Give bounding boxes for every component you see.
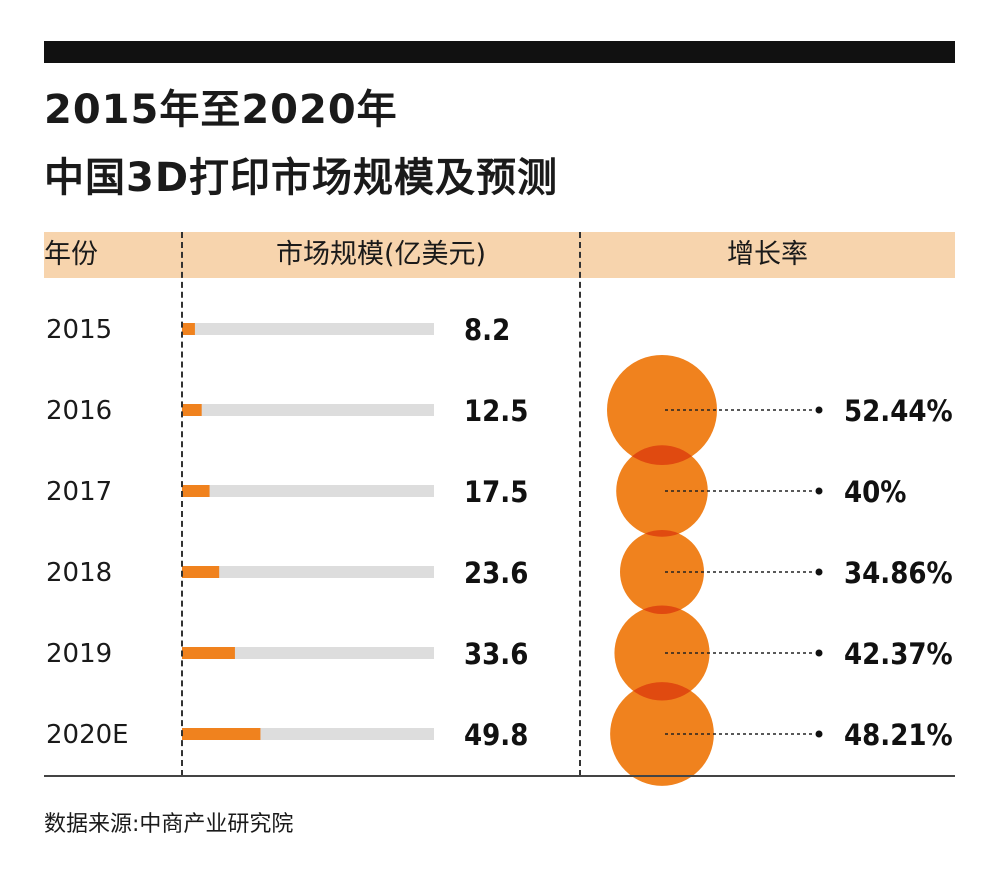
source-note: 数据来源:中商产业研究院 xyxy=(44,812,294,837)
growth-circle xyxy=(614,605,710,701)
bar-track xyxy=(182,647,434,659)
growth-label: 34.86% xyxy=(844,556,953,590)
bar-track xyxy=(182,485,434,497)
bar xyxy=(182,728,261,740)
growth-circle xyxy=(616,445,708,537)
growth-label: 42.37% xyxy=(844,637,953,671)
bar xyxy=(182,404,202,416)
growth-circle xyxy=(610,682,714,786)
leader-dot xyxy=(815,406,823,414)
leader-dot xyxy=(815,649,823,657)
header-band xyxy=(44,232,955,278)
bar-track xyxy=(182,323,434,335)
value-label: 49.8 xyxy=(464,718,528,752)
bar-track xyxy=(182,566,434,578)
column-divider-2 xyxy=(579,232,581,776)
value-label: 12.5 xyxy=(464,394,528,428)
growth-label: 48.21% xyxy=(844,718,953,752)
bottom-rule xyxy=(44,775,955,777)
value-label: 23.6 xyxy=(464,556,528,590)
header-market-size: 市场规模(亿美元) xyxy=(275,239,487,270)
bar xyxy=(182,566,220,578)
value-label: 17.5 xyxy=(464,475,528,509)
growth-circle xyxy=(620,530,704,614)
value-label: 8.2 xyxy=(464,313,510,347)
chart-title-line1: 2015年至2020年 xyxy=(44,87,398,133)
column-divider-1 xyxy=(181,232,183,776)
top-bar xyxy=(44,41,955,63)
bar xyxy=(182,647,235,659)
header-year: 年份 xyxy=(44,239,98,270)
year-label: 2019 xyxy=(46,639,112,669)
leader-dot xyxy=(815,730,823,738)
leader-dot xyxy=(815,487,823,495)
leader-dot xyxy=(815,568,823,576)
year-label: 2016 xyxy=(46,396,112,426)
growth-label: 52.44% xyxy=(844,394,953,428)
year-label: 2018 xyxy=(46,558,112,588)
chart-title-line2: 中国3D打印市场规模及预测 xyxy=(44,155,559,201)
year-label: 2020E xyxy=(46,720,129,750)
header-growth: 增长率 xyxy=(727,239,808,270)
growth-circle xyxy=(607,355,717,465)
bar xyxy=(182,485,210,497)
value-label: 33.6 xyxy=(464,637,528,671)
bar xyxy=(182,323,195,335)
bar-track xyxy=(182,404,434,416)
growth-label: 40% xyxy=(844,475,906,509)
year-label: 2015 xyxy=(46,315,112,345)
year-label: 2017 xyxy=(46,477,112,507)
